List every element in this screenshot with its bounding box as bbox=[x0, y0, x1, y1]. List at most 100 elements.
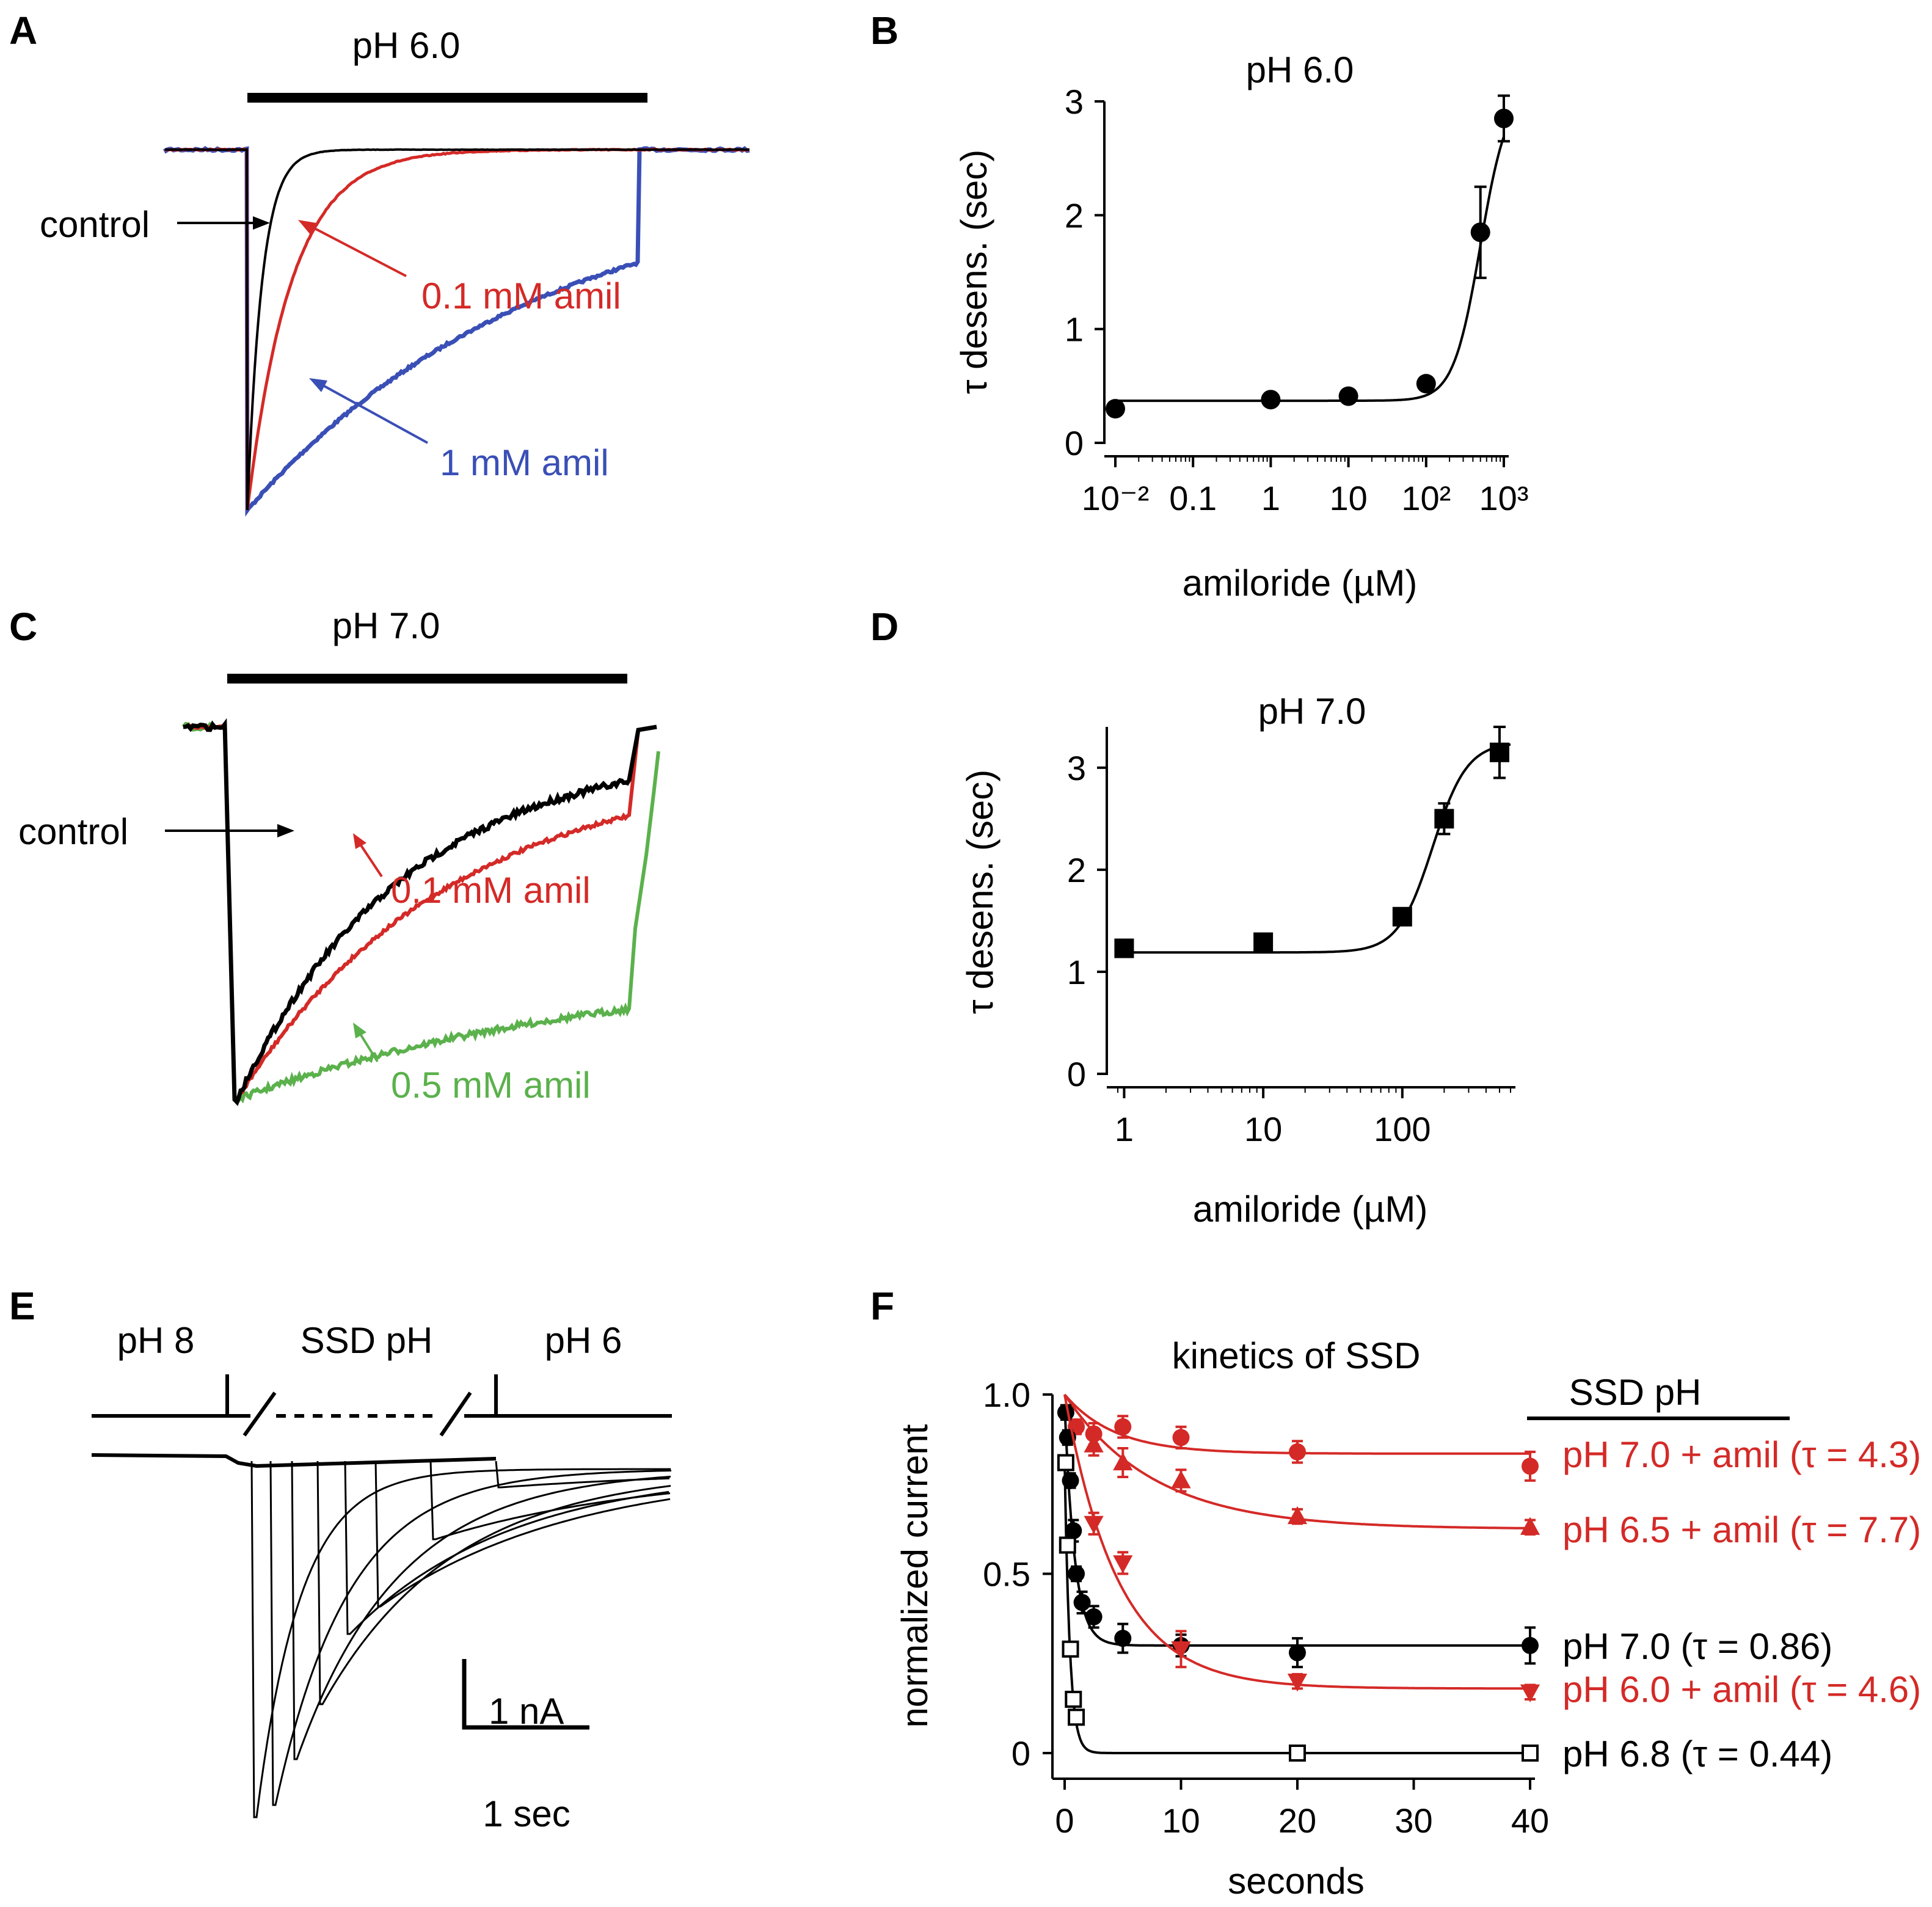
y-tick-label: 3 bbox=[1067, 749, 1086, 787]
panel-a-1mM-arrowhead bbox=[309, 378, 327, 392]
panel-d-x-axis-label: amiloride (µM) bbox=[1193, 1189, 1428, 1230]
data-point bbox=[1085, 1608, 1103, 1625]
panel-e: E pH 8 SSD pH pH 6 1 nA 1 sec bbox=[9, 1284, 672, 1834]
panel-a-application-bar bbox=[247, 93, 647, 103]
panel-e-trace bbox=[250, 1460, 671, 1818]
panel-f-plot: 0 0.5 1.0 0 10 20 30 40 pH 7.0 + amil (τ = 4.3) p… bbox=[983, 1376, 1921, 1840]
panel-e-baseline bbox=[91, 1453, 497, 1468]
y-tick-label: 0 bbox=[1012, 1734, 1030, 1773]
panel-e-trace bbox=[429, 1460, 671, 1541]
panel-f-letter: F bbox=[870, 1284, 894, 1328]
x-tick-label: 10⁻² bbox=[1082, 479, 1150, 517]
data-point bbox=[1114, 1418, 1132, 1435]
panel-c-letter: C bbox=[9, 605, 37, 649]
panel-e-trace bbox=[316, 1460, 671, 1705]
data-point bbox=[1287, 1506, 1308, 1525]
panel-b-x-axis-label: amiloride (µM) bbox=[1183, 563, 1418, 603]
panel-a-0.1mM-arrowhead bbox=[298, 220, 316, 235]
data-point bbox=[1520, 1684, 1540, 1703]
data-point bbox=[1171, 1470, 1191, 1489]
panel-f-y-axis-label: normalized current bbox=[894, 1424, 935, 1727]
y-tick-label: 1 bbox=[1067, 953, 1086, 991]
panel-e-scalebar-x-label: 1 sec bbox=[483, 1793, 570, 1834]
data-point bbox=[1114, 938, 1134, 958]
panel-c-0.1mM-label: 0.1 mM amil bbox=[391, 870, 591, 911]
data-point bbox=[1073, 1594, 1091, 1611]
legend-label: pH 6.8 (τ = 0.44) bbox=[1562, 1734, 1832, 1774]
panel-f-legend-title: SSD pH bbox=[1569, 1372, 1702, 1413]
panel-d-title: pH 7.0 bbox=[1258, 691, 1366, 732]
panel-f: F kinetics of SSD normalized current sec… bbox=[870, 1284, 1921, 1902]
data-point bbox=[1289, 1644, 1306, 1661]
panel-e-trace bbox=[495, 1460, 670, 1489]
data-point bbox=[1253, 932, 1274, 952]
panel-b: B pH 6.0 τ desens. (sec) amiloride (µM) … bbox=[870, 9, 1528, 603]
panel-a-1mM-arrow bbox=[316, 381, 428, 444]
data-point bbox=[1068, 1565, 1085, 1583]
panel-a-0.1mM-label: 0.1 mM amil bbox=[421, 275, 621, 316]
data-point bbox=[1416, 374, 1436, 394]
panel-c-trace-control bbox=[183, 718, 657, 1106]
legend-label: pH 7.0 (τ = 0.86) bbox=[1562, 1626, 1832, 1667]
data-point bbox=[1114, 1630, 1132, 1647]
y-tick-label: 0 bbox=[1067, 1055, 1086, 1093]
data-point bbox=[1171, 1641, 1191, 1660]
panel-a-trace-control bbox=[164, 148, 750, 511]
data-point bbox=[1338, 386, 1358, 406]
panel-b-y-axis-label: τ desens. (sec) bbox=[953, 150, 994, 395]
data-point bbox=[1084, 1434, 1104, 1453]
data-point bbox=[1065, 1690, 1082, 1708]
panel-c: C pH 7.0 control 0.1 mM amil 0.5 mM amil bbox=[9, 605, 660, 1106]
data-point bbox=[1113, 1555, 1133, 1573]
data-point bbox=[1289, 1745, 1306, 1762]
data-point bbox=[1489, 742, 1509, 762]
panel-a-control-arrowhead bbox=[253, 216, 270, 230]
data-point bbox=[1106, 399, 1125, 419]
panel-c-trace-0.5mM bbox=[181, 721, 660, 1104]
panel-c-0.1mM-arrow bbox=[356, 839, 383, 878]
fit-curve bbox=[1115, 136, 1505, 403]
data-point bbox=[1520, 1517, 1540, 1535]
panel-a-1mM-label: 1 mM amil bbox=[440, 442, 609, 483]
data-point bbox=[1522, 1457, 1539, 1475]
panel-c-trace-0.1mM bbox=[183, 722, 657, 1101]
panel-a-ph-label: pH 6.0 bbox=[352, 25, 461, 66]
y-tick-label: 3 bbox=[1065, 82, 1084, 121]
data-point bbox=[1065, 1522, 1082, 1540]
panel-e-ssd-label: SSD pH bbox=[301, 1320, 433, 1361]
panel-a-control-label: control bbox=[40, 204, 150, 245]
y-tick-label: 2 bbox=[1065, 196, 1084, 235]
x-tick-label: 10 bbox=[1244, 1110, 1282, 1148]
data-point bbox=[1068, 1708, 1085, 1726]
data-point bbox=[1059, 1536, 1076, 1554]
x-tick-label: 100 bbox=[1374, 1110, 1431, 1148]
panel-a: A pH 6.0 control 0.1 mM amil 1 mM amil bbox=[9, 9, 750, 517]
legend-label: pH 7.0 + amil (τ = 4.3) bbox=[1562, 1434, 1921, 1475]
panel-b-letter: B bbox=[870, 9, 899, 53]
data-point bbox=[1522, 1636, 1539, 1654]
x-tick-label: 0.1 bbox=[1169, 479, 1217, 517]
panel-d-letter: D bbox=[870, 605, 899, 649]
panel-c-control-label: control bbox=[18, 811, 128, 852]
panel-e-trace bbox=[291, 1460, 671, 1760]
x-tick-label: 30 bbox=[1394, 1801, 1432, 1840]
panel-c-0.1mM-arrowhead bbox=[353, 833, 366, 849]
y-tick-label: 2 bbox=[1067, 851, 1086, 889]
panel-e-trace bbox=[374, 1460, 671, 1608]
panel-b-title: pH 6.0 bbox=[1246, 49, 1354, 90]
legend-label: pH 6.0 + amil (τ = 4.6) bbox=[1562, 1669, 1921, 1710]
panel-e-scalebar: 1 nA 1 sec bbox=[462, 1659, 589, 1834]
panel-e-letter: E bbox=[9, 1284, 35, 1328]
data-point bbox=[1062, 1640, 1079, 1658]
data-point bbox=[1522, 1745, 1539, 1762]
panel-f-title: kinetics of SSD bbox=[1172, 1335, 1421, 1376]
panel-e-scalebar-y-label: 1 nA bbox=[489, 1691, 564, 1732]
data-point bbox=[1084, 1515, 1104, 1534]
data-point bbox=[1057, 1454, 1074, 1471]
data-point bbox=[1392, 906, 1412, 927]
panel-f-x-axis-label: seconds bbox=[1228, 1861, 1364, 1902]
data-point bbox=[1470, 222, 1490, 242]
panel-e-trace bbox=[269, 1460, 672, 1806]
